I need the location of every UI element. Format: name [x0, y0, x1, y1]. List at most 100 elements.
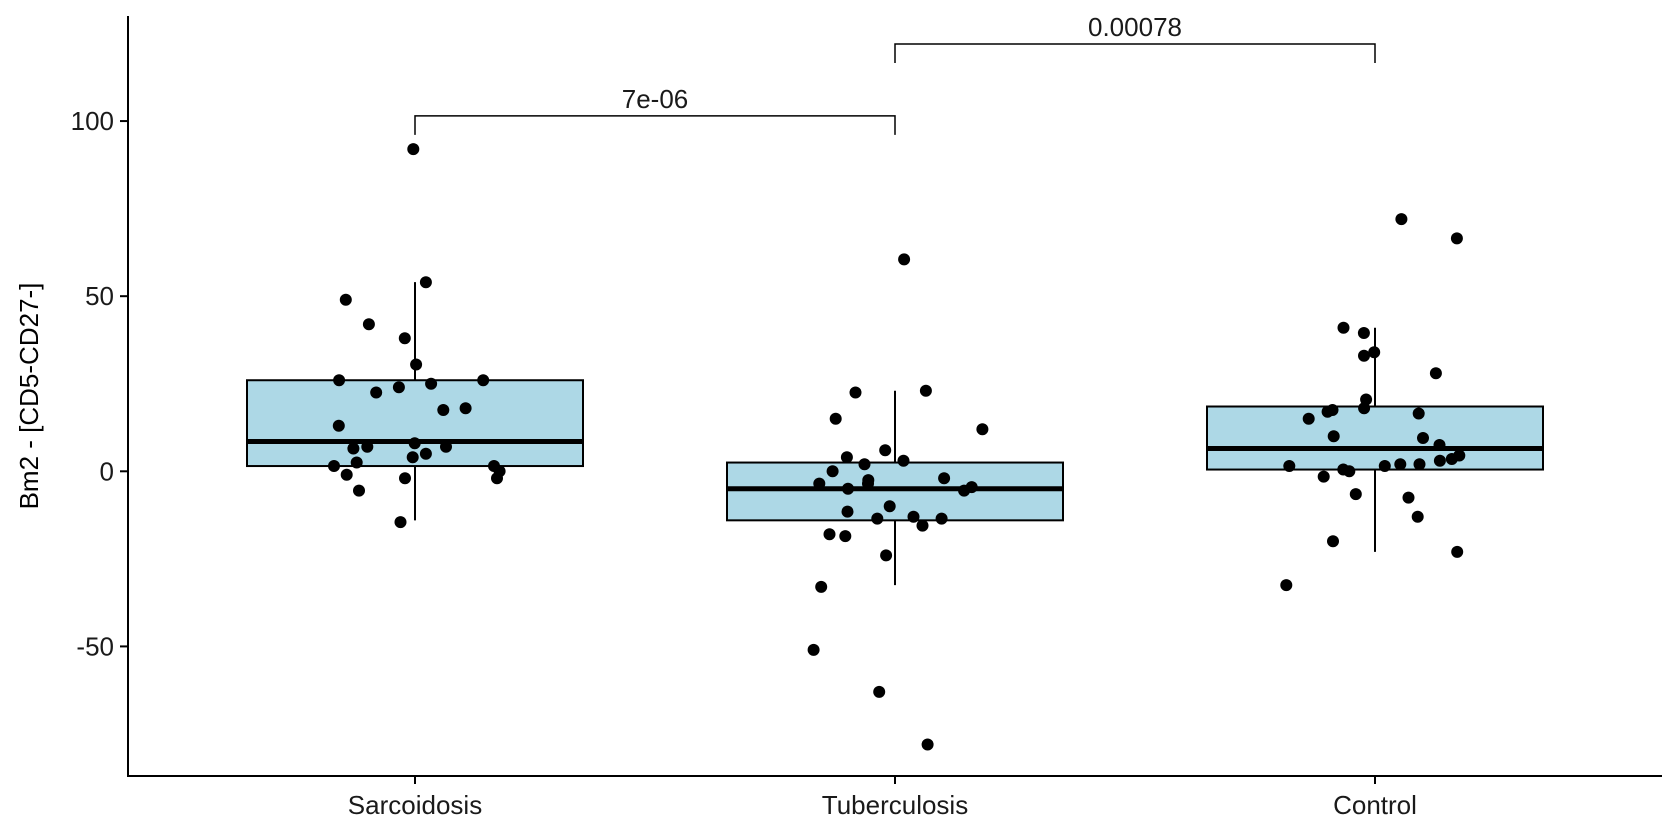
data-point	[491, 472, 503, 485]
data-point	[339, 293, 352, 306]
data-point	[883, 500, 896, 513]
data-point	[879, 444, 892, 457]
data-point	[1349, 488, 1362, 501]
data-point	[897, 454, 910, 467]
p-value-label: 0.00078	[1088, 12, 1182, 42]
data-point	[858, 458, 871, 471]
data-point	[1357, 327, 1370, 339]
data-point	[353, 484, 365, 497]
data-point	[1343, 465, 1356, 478]
data-point	[437, 404, 450, 416]
data-point	[938, 472, 951, 485]
box-body	[1206, 405, 1544, 471]
data-point	[1394, 458, 1407, 471]
box-group	[246, 282, 584, 521]
x-tick-label: Tuberculosis	[822, 790, 968, 820]
significance-bracket: 7e-06	[414, 84, 896, 135]
data-point	[839, 530, 852, 543]
data-point	[1417, 432, 1429, 444]
data-point	[898, 253, 911, 266]
p-value-label: 7e-06	[622, 84, 689, 114]
data-point	[842, 482, 854, 495]
points-layer	[328, 143, 1466, 751]
data-point	[1413, 458, 1426, 471]
data-point	[333, 374, 346, 387]
data-point	[841, 505, 854, 518]
box-body	[726, 461, 1064, 522]
data-point	[1321, 405, 1334, 418]
data-point	[1327, 430, 1340, 443]
data-point	[829, 412, 842, 425]
data-point	[849, 386, 862, 399]
bracket-line	[894, 43, 1376, 64]
data-point	[1433, 454, 1446, 467]
data-point	[862, 477, 874, 490]
data-point	[1358, 402, 1371, 415]
data-point	[399, 472, 411, 485]
data-point	[958, 484, 971, 497]
data-point	[1280, 579, 1293, 592]
data-point	[362, 318, 375, 331]
data-point	[916, 519, 929, 532]
boxes-layer	[246, 282, 1544, 586]
y-tick-label: -50	[76, 631, 114, 661]
comparisons-layer: 7e-06 0.00078	[414, 12, 1376, 135]
data-point	[880, 549, 893, 562]
data-point	[1327, 535, 1339, 548]
data-point	[1378, 460, 1391, 472]
data-point	[1317, 470, 1330, 483]
data-point	[807, 643, 820, 656]
significance-bracket: 0.00078	[894, 12, 1376, 64]
data-point	[815, 580, 828, 593]
data-point	[440, 440, 452, 453]
data-point	[477, 374, 490, 387]
data-point	[340, 468, 353, 481]
data-point	[873, 685, 886, 698]
data-point	[1412, 407, 1425, 420]
data-point	[1429, 367, 1442, 380]
data-point	[976, 423, 989, 436]
data-point	[1358, 349, 1370, 362]
data-point	[1402, 491, 1415, 504]
box-group	[726, 390, 1064, 586]
data-point	[1450, 232, 1463, 245]
data-point	[459, 402, 472, 415]
data-point	[408, 437, 421, 450]
data-point	[813, 477, 826, 490]
data-point	[907, 510, 920, 523]
data-point	[407, 143, 420, 156]
data-point	[332, 419, 345, 432]
data-point	[1433, 439, 1446, 451]
data-point	[406, 451, 419, 464]
bracket-line	[414, 115, 896, 135]
data-point	[1395, 213, 1408, 226]
data-point	[935, 512, 948, 525]
data-point	[826, 465, 839, 478]
box-group	[1206, 327, 1544, 552]
data-point	[392, 381, 405, 394]
y-tick-label: 50	[85, 281, 114, 311]
data-point	[328, 460, 340, 472]
data-point	[425, 377, 438, 390]
data-point	[347, 442, 360, 455]
y-tick-label: 100	[71, 106, 114, 136]
x-tick-label: Control	[1333, 790, 1417, 820]
data-point	[419, 447, 432, 460]
data-point	[1445, 453, 1458, 465]
x-tick-label: Sarcoidosis	[348, 790, 482, 820]
data-point	[370, 386, 383, 399]
data-point	[840, 451, 853, 464]
y-tick-label: 0	[100, 456, 114, 486]
data-point	[1451, 545, 1464, 558]
data-point	[1337, 321, 1350, 334]
data-point	[398, 332, 411, 345]
data-point	[1368, 346, 1381, 359]
data-point	[394, 516, 407, 529]
data-point	[919, 384, 932, 397]
data-point	[921, 738, 934, 751]
data-point	[361, 440, 374, 453]
data-point	[350, 456, 363, 469]
data-point	[1302, 412, 1315, 425]
data-point	[1283, 460, 1296, 472]
